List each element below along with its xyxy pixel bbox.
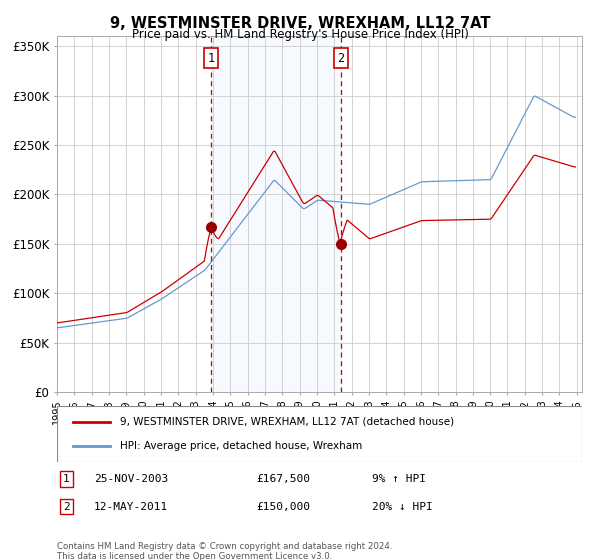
Text: HPI: Average price, detached house, Wrexham: HPI: Average price, detached house, Wrex… bbox=[120, 441, 362, 451]
Text: 9, WESTMINSTER DRIVE, WREXHAM, LL12 7AT: 9, WESTMINSTER DRIVE, WREXHAM, LL12 7AT bbox=[110, 16, 490, 31]
Text: 1: 1 bbox=[208, 52, 215, 64]
Text: £167,500: £167,500 bbox=[257, 474, 311, 484]
Text: 25-NOV-2003: 25-NOV-2003 bbox=[94, 474, 168, 484]
Text: 20% ↓ HPI: 20% ↓ HPI bbox=[372, 502, 433, 512]
Text: £150,000: £150,000 bbox=[257, 502, 311, 512]
Text: 9% ↑ HPI: 9% ↑ HPI bbox=[372, 474, 426, 484]
Text: 12-MAY-2011: 12-MAY-2011 bbox=[94, 502, 168, 512]
Bar bbox=[211, 36, 341, 392]
Text: 1: 1 bbox=[63, 474, 70, 484]
FancyBboxPatch shape bbox=[57, 406, 582, 462]
Text: Price paid vs. HM Land Registry's House Price Index (HPI): Price paid vs. HM Land Registry's House … bbox=[131, 28, 469, 41]
Text: Contains HM Land Registry data © Crown copyright and database right 2024.: Contains HM Land Registry data © Crown c… bbox=[57, 542, 392, 551]
Text: 2: 2 bbox=[337, 52, 344, 64]
Text: 9, WESTMINSTER DRIVE, WREXHAM, LL12 7AT (detached house): 9, WESTMINSTER DRIVE, WREXHAM, LL12 7AT … bbox=[120, 417, 454, 427]
Text: 2: 2 bbox=[63, 502, 70, 512]
Text: This data is licensed under the Open Government Licence v3.0.: This data is licensed under the Open Gov… bbox=[57, 552, 332, 560]
